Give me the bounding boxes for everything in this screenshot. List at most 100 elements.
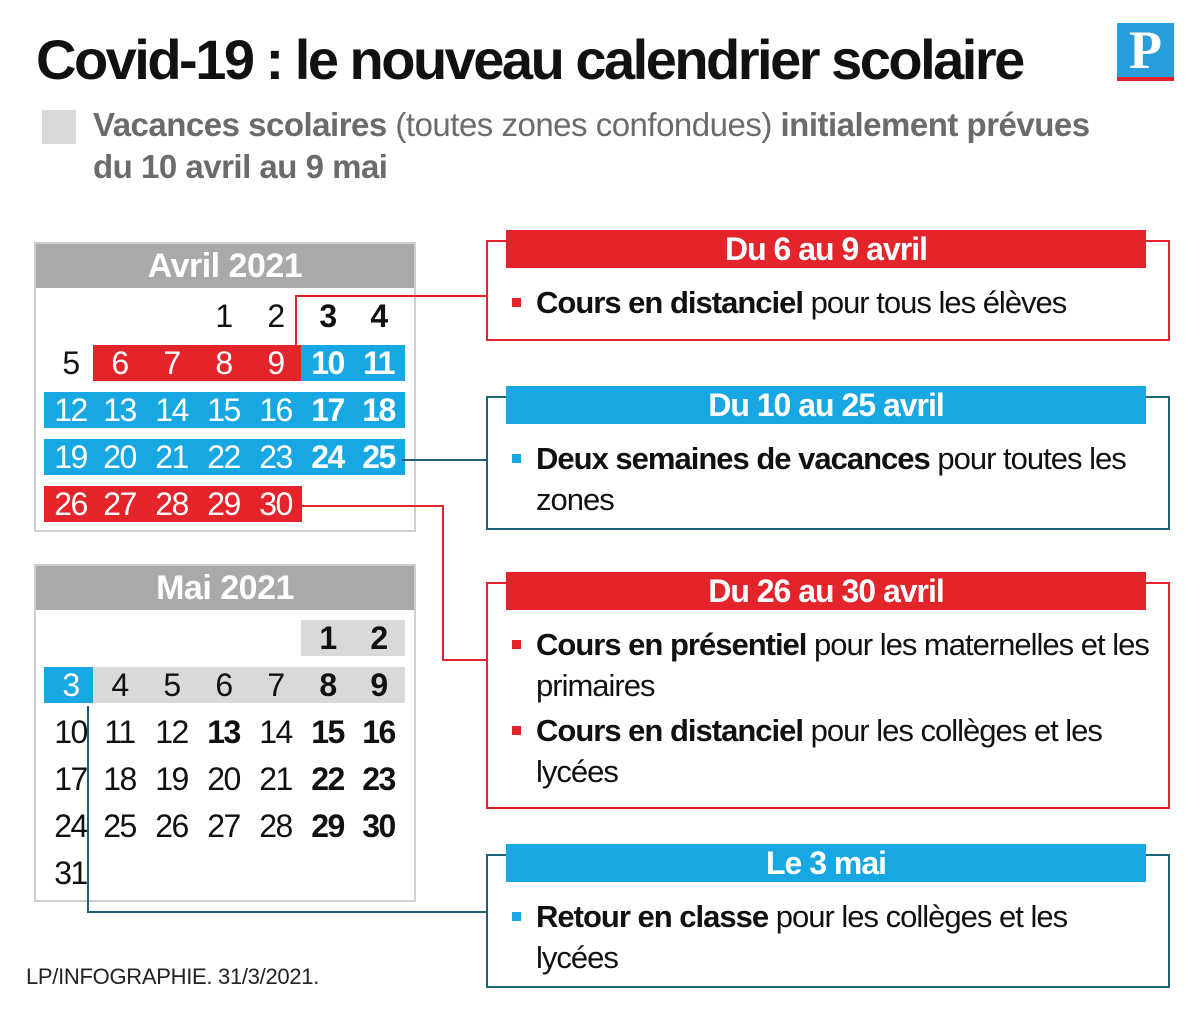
info-item-bold: Deux semaines de vacances (536, 441, 931, 476)
calendar-day: 1 (215, 298, 233, 334)
calendar-week-row: 10 11 12 13 14 15 16 (36, 714, 414, 750)
calendar-day: 21 (155, 439, 189, 475)
calendar-day: 18 (103, 761, 137, 797)
info-item-bold: Cours en distanciel (536, 285, 804, 320)
calendar-day: 27 (103, 486, 137, 522)
calendar-day: 28 (155, 486, 189, 522)
calendar-day: 19 (155, 761, 189, 797)
credit-line: LP/INFOGRAPHIE. 31/3/2021. (26, 964, 320, 989)
calendar-day: 26 (54, 486, 88, 522)
bullet-icon (512, 454, 521, 463)
calendar-day: 2 (370, 620, 388, 656)
info-item-text: pour toutes les zones (536, 441, 1127, 517)
bullet-icon (512, 726, 521, 735)
calendar-day: 13 (207, 714, 241, 750)
calendar-highlight-blue (44, 667, 97, 703)
calendar-day: 5 (62, 345, 80, 381)
calendar-april-title: Avril 2021 (36, 244, 414, 288)
calendar-day: 15 (311, 714, 345, 750)
calendar-day: 6 (215, 667, 233, 703)
info-item-text: pour les collèges et les lycées (536, 899, 1068, 975)
calendar-day: 13 (103, 392, 137, 428)
info-box-3-mai: Le 3 mai Retour en classe pour les collè… (486, 844, 1170, 988)
calendar-day: 14 (155, 392, 189, 428)
info-box-header: Du 6 au 9 avril (506, 230, 1146, 268)
legend-normal: (toutes zones confondues) (386, 106, 781, 143)
info-box-header: Du 26 au 30 avril (506, 572, 1146, 610)
calendar-day: 3 (62, 667, 80, 703)
calendar-day: 25 (362, 439, 396, 475)
calendar-day: 23 (259, 439, 293, 475)
calendar-day: 29 (207, 486, 241, 522)
calendar-week-row: 5 6 7 8 9 10 11 (36, 345, 414, 381)
calendar-day: 11 (104, 714, 136, 750)
connector-3-mai (87, 706, 486, 913)
calendar-day: 22 (207, 439, 241, 475)
calendar-day: 24 (311, 439, 345, 475)
calendar-day: 23 (362, 761, 396, 797)
info-item-text: pour les collèges et les lycées (536, 713, 1103, 789)
calendar-day: 30 (362, 808, 396, 844)
info-item-text: pour les maternelles et les primaires (536, 627, 1150, 703)
calendar-day: 2 (267, 298, 285, 334)
calendar-highlight-grey (93, 667, 405, 703)
calendar-day: 1 (319, 620, 337, 656)
calendar-day: 17 (54, 761, 88, 797)
calendar-day: 24 (54, 808, 88, 844)
info-box-6-9-avril: Du 6 au 9 avril Cours en distanciel pour… (486, 230, 1170, 341)
info-item: Cours en présentiel pour les maternelles… (510, 624, 1150, 706)
info-item-bold: Retour en classe (536, 899, 769, 934)
legend-bold-2: initialement prévues du 10 avril au 9 ma… (93, 106, 1090, 185)
bullet-icon (512, 640, 521, 649)
legend-bold-1: Vacances scolaires (93, 106, 387, 143)
bullet-icon (512, 298, 521, 307)
calendar-week-row: 31 (36, 855, 414, 891)
le-parisien-logo: P (1117, 23, 1174, 81)
calendar-day: 20 (103, 439, 137, 475)
info-item-bold: Cours en distanciel (536, 713, 804, 748)
page-title: Covid-19 : le nouveau calendrier scolair… (36, 28, 1025, 91)
calendar-day: 26 (155, 808, 189, 844)
calendar-day: 30 (259, 486, 293, 522)
calendar-may-title: Mai 2021 (36, 566, 414, 610)
calendar-week-row: 17 18 19 20 21 22 23 (36, 761, 414, 797)
calendar-day: 18 (362, 392, 396, 428)
calendar-highlight-blue (44, 392, 405, 428)
calendar-day: 21 (259, 761, 293, 797)
calendar-day: 17 (311, 392, 345, 428)
calendar-day: 10 (54, 714, 88, 750)
calendar-day: 22 (311, 761, 345, 797)
calendar-day: 8 (215, 345, 233, 381)
calendar-day: 29 (311, 808, 345, 844)
connector-6-9-avril (295, 295, 486, 345)
calendar-day: 16 (362, 714, 396, 750)
info-item: Cours en distanciel pour les collèges et… (510, 710, 1150, 792)
calendar-day: 27 (207, 808, 241, 844)
calendar-week-row: 24 25 26 27 28 29 30 (36, 808, 414, 844)
info-box-header: Le 3 mai (506, 844, 1146, 882)
calendar-week-row: 19 20 21 22 23 24 25 (36, 439, 414, 475)
calendar-day: 15 (207, 392, 241, 428)
calendar-highlight-blue (44, 439, 405, 475)
calendar-day: 6 (111, 345, 129, 381)
info-box-10-25-avril: Du 10 au 25 avril Deux semaines de vacan… (486, 386, 1170, 530)
calendar-day: 10 (311, 345, 345, 381)
calendar-day: 16 (259, 392, 293, 428)
calendar-day: 20 (207, 761, 241, 797)
calendar-day: 12 (54, 392, 88, 428)
calendar-day: 9 (267, 345, 285, 381)
info-box-header: Du 10 au 25 avril (506, 386, 1146, 424)
legend-text: Vacances scolaires (toutes zones confond… (93, 104, 1113, 188)
calendar-april: Avril 2021 1 2 3 4 5 6 7 8 9 10 11 12 13 14 15 16 17 18 19… (34, 242, 416, 532)
calendar-day: 28 (259, 808, 293, 844)
calendar-day: 11 (363, 345, 395, 381)
calendar-day: 4 (111, 667, 129, 703)
calendar-day: 3 (319, 298, 337, 334)
calendar-day: 19 (54, 439, 88, 475)
calendar-day: 5 (163, 667, 181, 703)
calendar-day: 7 (267, 667, 285, 703)
legend-swatch (42, 110, 76, 144)
calendar-highlight-red (93, 345, 302, 381)
bullet-icon (512, 912, 521, 921)
